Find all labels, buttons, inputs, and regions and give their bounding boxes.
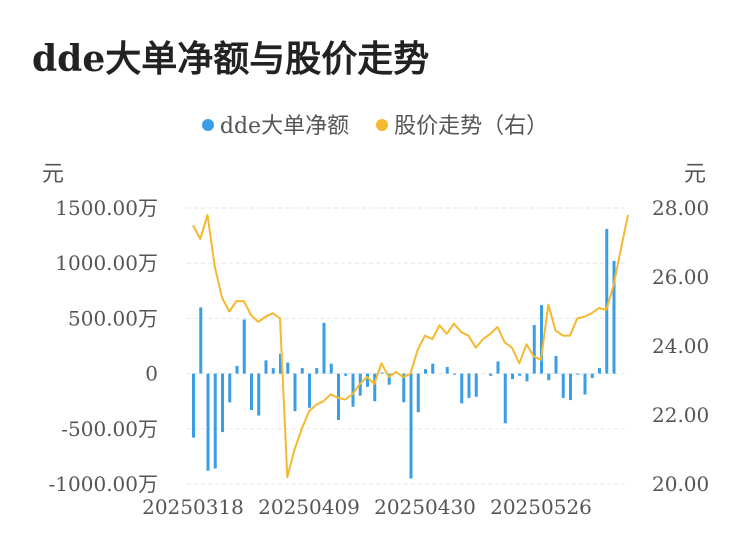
dde-bar[interactable]: [590, 373, 594, 379]
dde-bar[interactable]: [496, 361, 500, 374]
dde-bar[interactable]: [598, 368, 601, 374]
dde-bar[interactable]: [583, 373, 587, 395]
dde-bar[interactable]: [279, 353, 282, 374]
dde-bar[interactable]: [416, 373, 420, 413]
dde-bar[interactable]: [242, 319, 246, 374]
dde-bar[interactable]: [192, 373, 195, 438]
left-axis-tick-label: 500.00万: [68, 306, 158, 330]
dde-bar[interactable]: [271, 368, 275, 374]
dde-bar[interactable]: [540, 305, 543, 374]
left-axis-tick-label: 1500.00万: [55, 196, 158, 220]
dde-bar[interactable]: [387, 373, 391, 385]
dde-bar[interactable]: [409, 373, 413, 479]
dde-bar[interactable]: [308, 373, 311, 408]
dde-bar[interactable]: [489, 373, 493, 376]
legend-dot-price: [376, 119, 389, 131]
price-line[interactable]: [192, 213, 629, 479]
dde-bar[interactable]: [612, 260, 616, 374]
legend-label-price: 股价走势（右）: [394, 114, 549, 139]
dde-bar[interactable]: [445, 366, 449, 374]
dde-bar[interactable]: [460, 373, 464, 404]
left-axis-tick-label: 0: [145, 362, 158, 386]
dde-bar[interactable]: [373, 373, 377, 402]
left-axis-tick-label: -500.00万: [61, 417, 158, 441]
legend: dde大单净额 股价走势（右）: [0, 108, 750, 140]
dde-bar[interactable]: [605, 228, 609, 374]
dde-bar[interactable]: [380, 372, 384, 374]
x-axis-tick-label: 20250409: [258, 495, 360, 519]
left-axis-unit: 元: [42, 162, 65, 187]
left-axis-tick-label: -1000.00万: [49, 472, 158, 496]
dde-bar[interactable]: [329, 363, 333, 374]
dde-bar[interactable]: [453, 373, 456, 375]
dde-bar[interactable]: [221, 373, 224, 433]
right-axis-tick-label: 22.00: [652, 403, 709, 427]
dde-bar[interactable]: [264, 360, 268, 374]
dde-bar[interactable]: [199, 307, 203, 374]
right-axis-unit: 元: [684, 162, 707, 187]
right-axis-tick-label: 28.00: [652, 196, 709, 220]
left-axis-tick-label: 1000.00万: [55, 251, 158, 275]
dde-bar[interactable]: [250, 373, 253, 411]
dde-bar[interactable]: [576, 373, 580, 375]
dde-bar[interactable]: [503, 373, 507, 424]
legend-label-dde: dde大单净额: [219, 114, 350, 139]
dde-bar[interactable]: [467, 373, 471, 398]
dde-bar[interactable]: [344, 373, 348, 376]
dde-bar[interactable]: [337, 373, 340, 420]
dde-bar[interactable]: [300, 368, 304, 374]
dde-bar[interactable]: [518, 373, 522, 376]
dde-bar[interactable]: [424, 369, 427, 374]
x-axis-tick-label: 20250526: [490, 495, 592, 519]
right-axis-tick-label: 20.00: [652, 472, 709, 496]
legend-dot-dde: [201, 119, 214, 131]
dde-bar[interactable]: [228, 373, 232, 403]
dde-bar[interactable]: [293, 373, 297, 412]
dde-bar[interactable]: [257, 373, 261, 416]
dde-bar[interactable]: [525, 373, 529, 382]
x-axis-tick-label: 20250318: [142, 495, 244, 519]
dde-bar[interactable]: [511, 373, 514, 380]
dde-bar[interactable]: [554, 355, 558, 374]
dde-bar[interactable]: [431, 363, 435, 374]
dde-bar[interactable]: [206, 373, 210, 471]
legend-item-price[interactable]: 股价走势（右）: [376, 108, 548, 140]
dde-bar[interactable]: [366, 373, 369, 387]
dde-bar[interactable]: [547, 373, 551, 381]
legend-item-dde[interactable]: dde大单净额: [201, 108, 350, 140]
dde-bar[interactable]: [351, 373, 355, 407]
dde-bar[interactable]: [569, 373, 572, 401]
dde-bar[interactable]: [474, 373, 478, 397]
dde-bar[interactable]: [532, 325, 536, 374]
dde-bar[interactable]: [402, 373, 406, 403]
dde-bar[interactable]: [322, 322, 326, 374]
dde-bar[interactable]: [213, 373, 217, 469]
x-axis-tick-label: 20250430: [374, 495, 476, 519]
right-axis-tick-label: 24.00: [652, 334, 709, 358]
dde-bar[interactable]: [286, 362, 290, 374]
dde-bar[interactable]: [561, 373, 565, 398]
dde-bar[interactable]: [235, 365, 239, 374]
dde-bar[interactable]: [315, 368, 319, 374]
chart-title: dde大单净额与股价走势: [32, 38, 430, 80]
right-axis-tick-label: 26.00: [652, 265, 709, 289]
